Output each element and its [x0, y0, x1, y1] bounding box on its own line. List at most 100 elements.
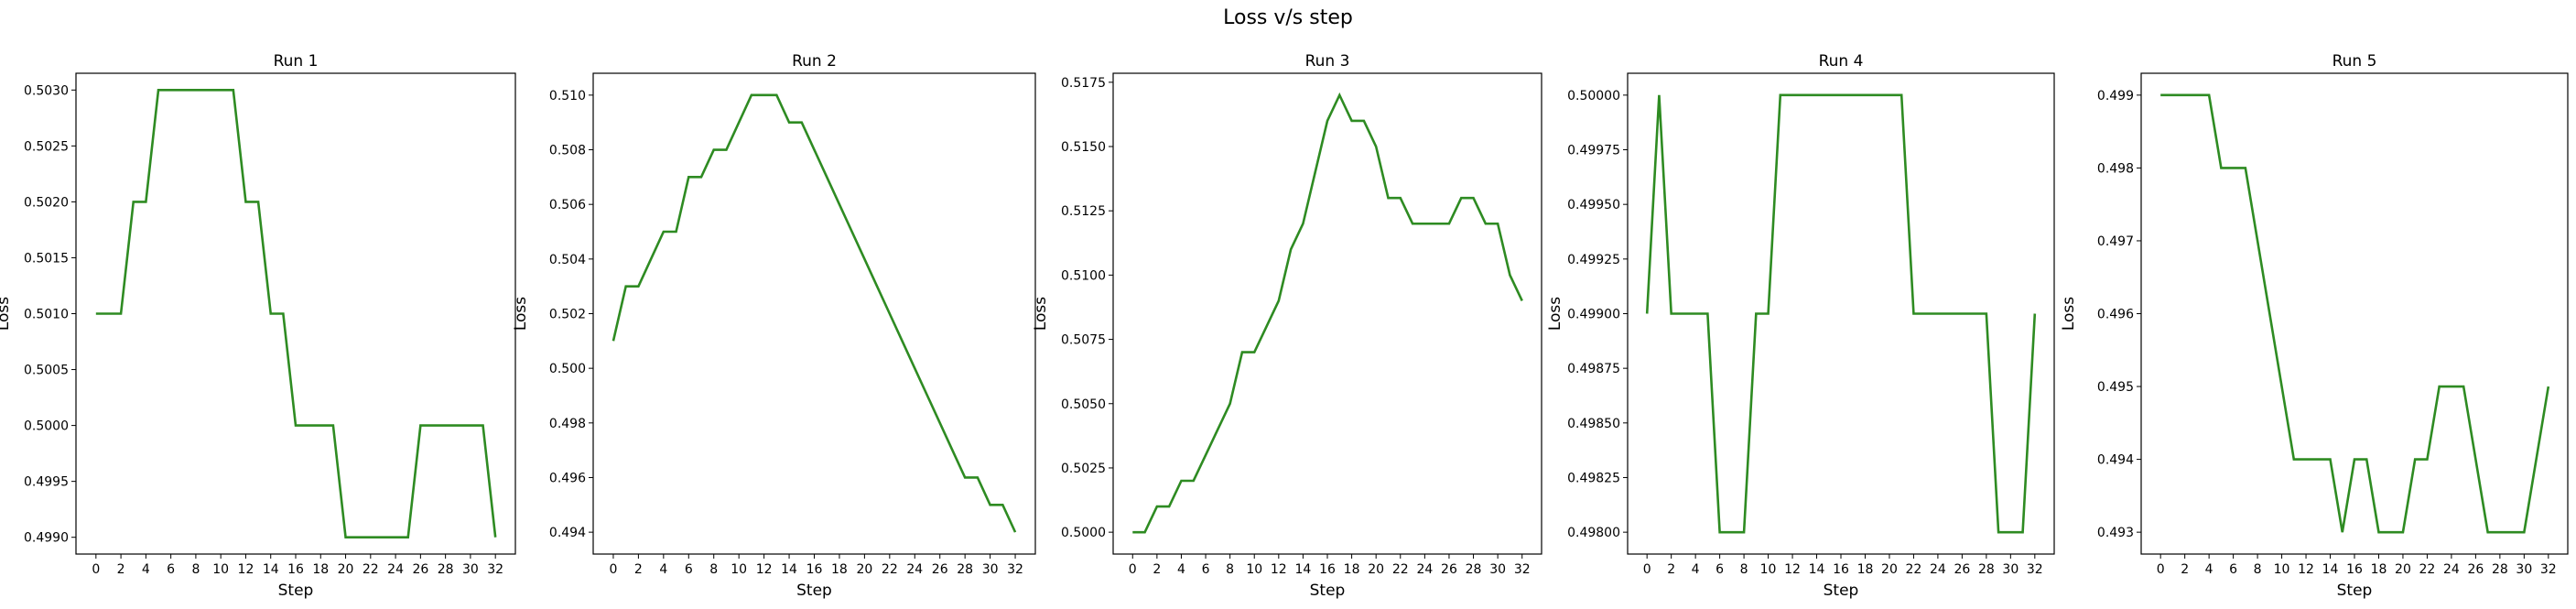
- y-tick-label: 0.499: [2097, 89, 2134, 103]
- y-tick-label: 0.49925: [1567, 253, 1620, 267]
- panel-title: Run 1: [274, 52, 319, 71]
- x-tick-label: 18: [1857, 562, 1874, 577]
- x-tick-label: 26: [412, 562, 428, 577]
- y-tick-label: 0.49950: [1567, 198, 1620, 212]
- x-tick-label: 14: [263, 562, 279, 577]
- panel-run-4: Run 40 2 4 6 8 10 12 14 16 18 20 22 24 26 28 30 320.4980…: [1546, 52, 2055, 600]
- x-tick-label: 28: [957, 562, 973, 577]
- x-tick-label: 32: [1514, 562, 1531, 577]
- y-tick-label: 0.497: [2097, 234, 2134, 249]
- x-tick-label: 8: [2254, 562, 2262, 577]
- y-tick-label: 0.510: [549, 89, 586, 103]
- x-tick-label: 30: [2002, 562, 2019, 577]
- series-line: [1132, 92, 1523, 534]
- x-tick-label: 28: [2492, 562, 2508, 577]
- x-tick-label: 4: [659, 562, 667, 577]
- x-tick-label: 24: [387, 562, 404, 577]
- x-tick-label: 0: [1643, 562, 1651, 577]
- x-tick-label: 6: [685, 562, 693, 577]
- x-axis-label: Step: [1310, 582, 1346, 600]
- panel-title: Run 4: [1819, 52, 1864, 71]
- x-tick-label: 18: [831, 562, 848, 577]
- y-axis-label: Loss: [2060, 297, 2078, 331]
- x-tick-label: 22: [363, 562, 379, 577]
- y-tick-label: 0.49850: [1567, 417, 1620, 431]
- y-axis-label: Loss: [0, 297, 13, 331]
- x-tick-label: 24: [1416, 562, 1433, 577]
- plot-frame: [2140, 72, 2569, 555]
- y-tick-label: 0.49875: [1567, 362, 1620, 376]
- figure-title: Loss v/s step: [1223, 6, 1353, 29]
- x-tick-label: 0: [2157, 562, 2165, 577]
- x-tick-label: 28: [1466, 562, 1482, 577]
- x-tick-label: 10: [1760, 562, 1777, 577]
- x-tick-label: 20: [338, 562, 354, 577]
- x-tick-label: 6: [1716, 562, 1724, 577]
- series-line: [1645, 93, 2037, 534]
- plot-frame: [1112, 72, 1542, 555]
- x-tick-label: 6: [167, 562, 175, 577]
- x-tick-label: 22: [1906, 562, 1922, 577]
- panel-run-1: Run 10 2 4 6 8 10 12 14 16 18 20 22 24 26 28 30 320.4990…: [0, 52, 516, 600]
- panel-title: Run 2: [792, 52, 837, 71]
- x-axis-label: Step: [796, 582, 832, 600]
- x-tick-label: 30: [1489, 562, 1506, 577]
- x-tick-label: 0: [92, 562, 100, 577]
- y-tick-label: 0.5015: [24, 251, 69, 266]
- y-tick-label: 0.5030: [24, 83, 69, 98]
- y-tick-label: 0.5100: [1061, 268, 1106, 283]
- x-tick-label: 24: [1930, 562, 1946, 577]
- plot-frame: [75, 72, 516, 555]
- y-tick-label: 0.50000: [1567, 89, 1620, 103]
- x-tick-label: 16: [806, 562, 823, 577]
- y-tick-label: 0.504: [549, 253, 586, 267]
- x-tick-label: 6: [2229, 562, 2237, 577]
- x-tick-label: 28: [438, 562, 454, 577]
- y-tick-label: 0.5020: [24, 195, 69, 210]
- y-tick-label: 0.5010: [24, 308, 69, 322]
- y-tick-label: 0.500: [549, 362, 586, 376]
- x-tick-label: 14: [781, 562, 797, 577]
- x-axis-label: Step: [278, 582, 314, 600]
- x-tick-label: 14: [2322, 562, 2339, 577]
- x-tick-label: 22: [2419, 562, 2436, 577]
- x-tick-label: 2: [634, 562, 643, 577]
- y-axis-label: Loss: [1032, 297, 1050, 331]
- x-tick-label: 24: [2443, 562, 2460, 577]
- x-tick-label: 32: [2027, 562, 2043, 577]
- x-tick-label: 32: [2540, 562, 2557, 577]
- y-tick-label: 0.4995: [24, 475, 69, 490]
- y-tick-label: 0.5005: [24, 364, 69, 378]
- x-tick-label: 28: [1978, 562, 1995, 577]
- x-tick-label: 4: [1177, 562, 1185, 577]
- x-tick-label: 16: [287, 562, 304, 577]
- x-tick-label: 10: [731, 562, 747, 577]
- x-tick-label: 2: [2181, 562, 2189, 577]
- x-tick-label: 30: [982, 562, 999, 577]
- y-tick-label: 0.49825: [1567, 471, 1620, 485]
- x-tick-label: 14: [1294, 562, 1311, 577]
- x-tick-label: 30: [462, 562, 479, 577]
- y-tick-label: 0.508: [549, 144, 586, 158]
- series-line: [612, 93, 1017, 533]
- x-tick-label: 26: [1954, 562, 1970, 577]
- plot-frame: [1627, 72, 2055, 555]
- x-tick-label: 22: [882, 562, 898, 577]
- x-tick-label: 18: [1344, 562, 1360, 577]
- x-tick-label: 12: [1271, 562, 1287, 577]
- panel-title: Run 3: [1305, 52, 1350, 71]
- y-tick-label: 0.494: [2097, 453, 2134, 468]
- y-tick-label: 0.5000: [1061, 526, 1106, 540]
- y-tick-label: 0.5050: [1061, 397, 1106, 412]
- y-tick-label: 0.49975: [1567, 144, 1620, 158]
- y-tick-label: 0.5075: [1061, 333, 1106, 348]
- panel-run-5: Run 50 2 4 6 8 10 12 14 16 18 20 22 24 26 28 30 320.4930…: [2060, 52, 2569, 600]
- y-tick-label: 0.49900: [1567, 308, 1620, 322]
- x-tick-label: 20: [1881, 562, 1898, 577]
- x-tick-label: 4: [1692, 562, 1700, 577]
- y-tick-label: 0.506: [549, 198, 586, 212]
- x-tick-label: 30: [2516, 562, 2532, 577]
- x-tick-label: 2: [1153, 562, 1161, 577]
- x-axis-label: Step: [2337, 582, 2373, 600]
